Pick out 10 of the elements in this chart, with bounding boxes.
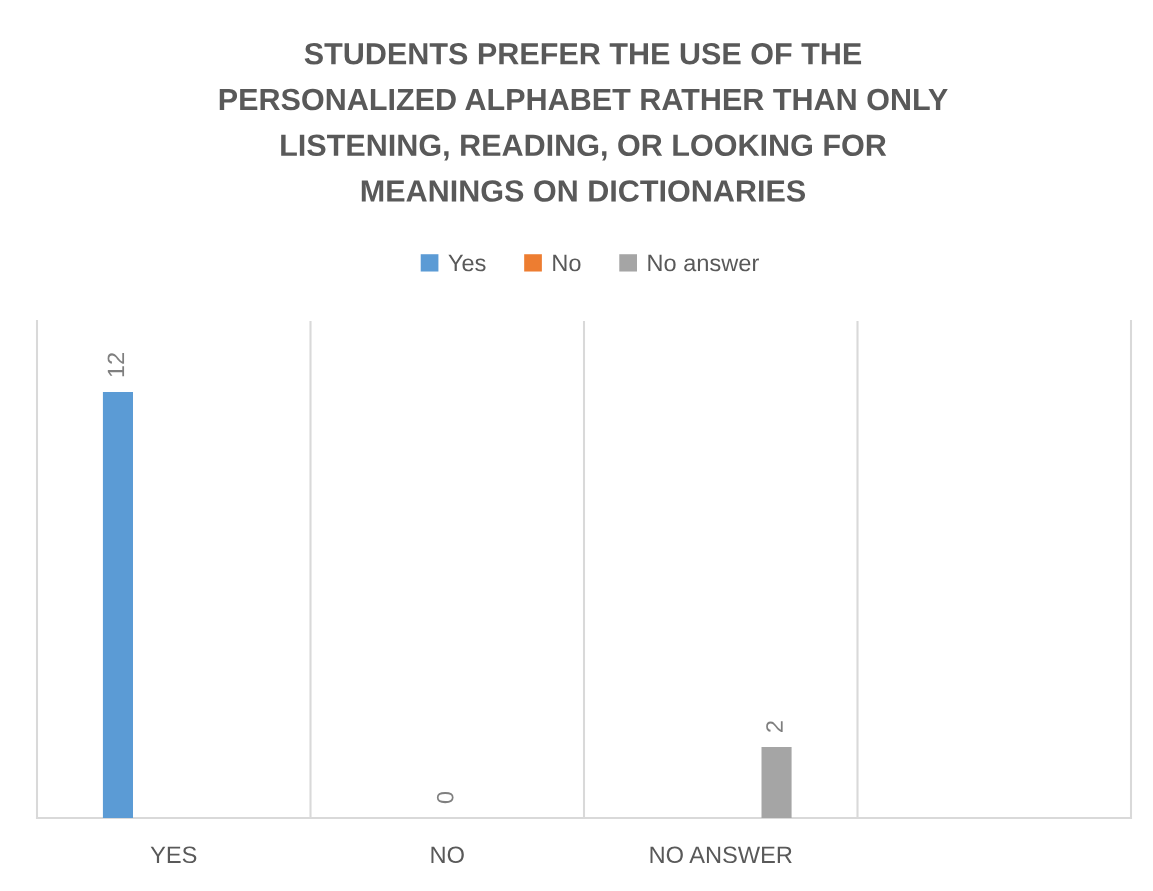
x-tick-label: YES bbox=[150, 846, 197, 864]
x-tick-label: NO ANSWER bbox=[650, 846, 792, 864]
legend-label: No bbox=[553, 254, 581, 272]
legend-label: Yes bbox=[448, 254, 486, 272]
x-tick-label: NO bbox=[431, 846, 464, 864]
data-label: 0 bbox=[436, 791, 454, 804]
chart-title: STUDENTS PREFER THE USE OF THE PERSONALIZED ALPHABET RATHER THAN ONLY LISTENING, READING, OR LOOKING FOR MEANINGS ON DICTIONARIES bbox=[219, 42, 948, 202]
data-label: 12 bbox=[107, 353, 125, 377]
data-label: 2 bbox=[766, 721, 783, 732]
legend-label: No answer bbox=[648, 254, 759, 272]
